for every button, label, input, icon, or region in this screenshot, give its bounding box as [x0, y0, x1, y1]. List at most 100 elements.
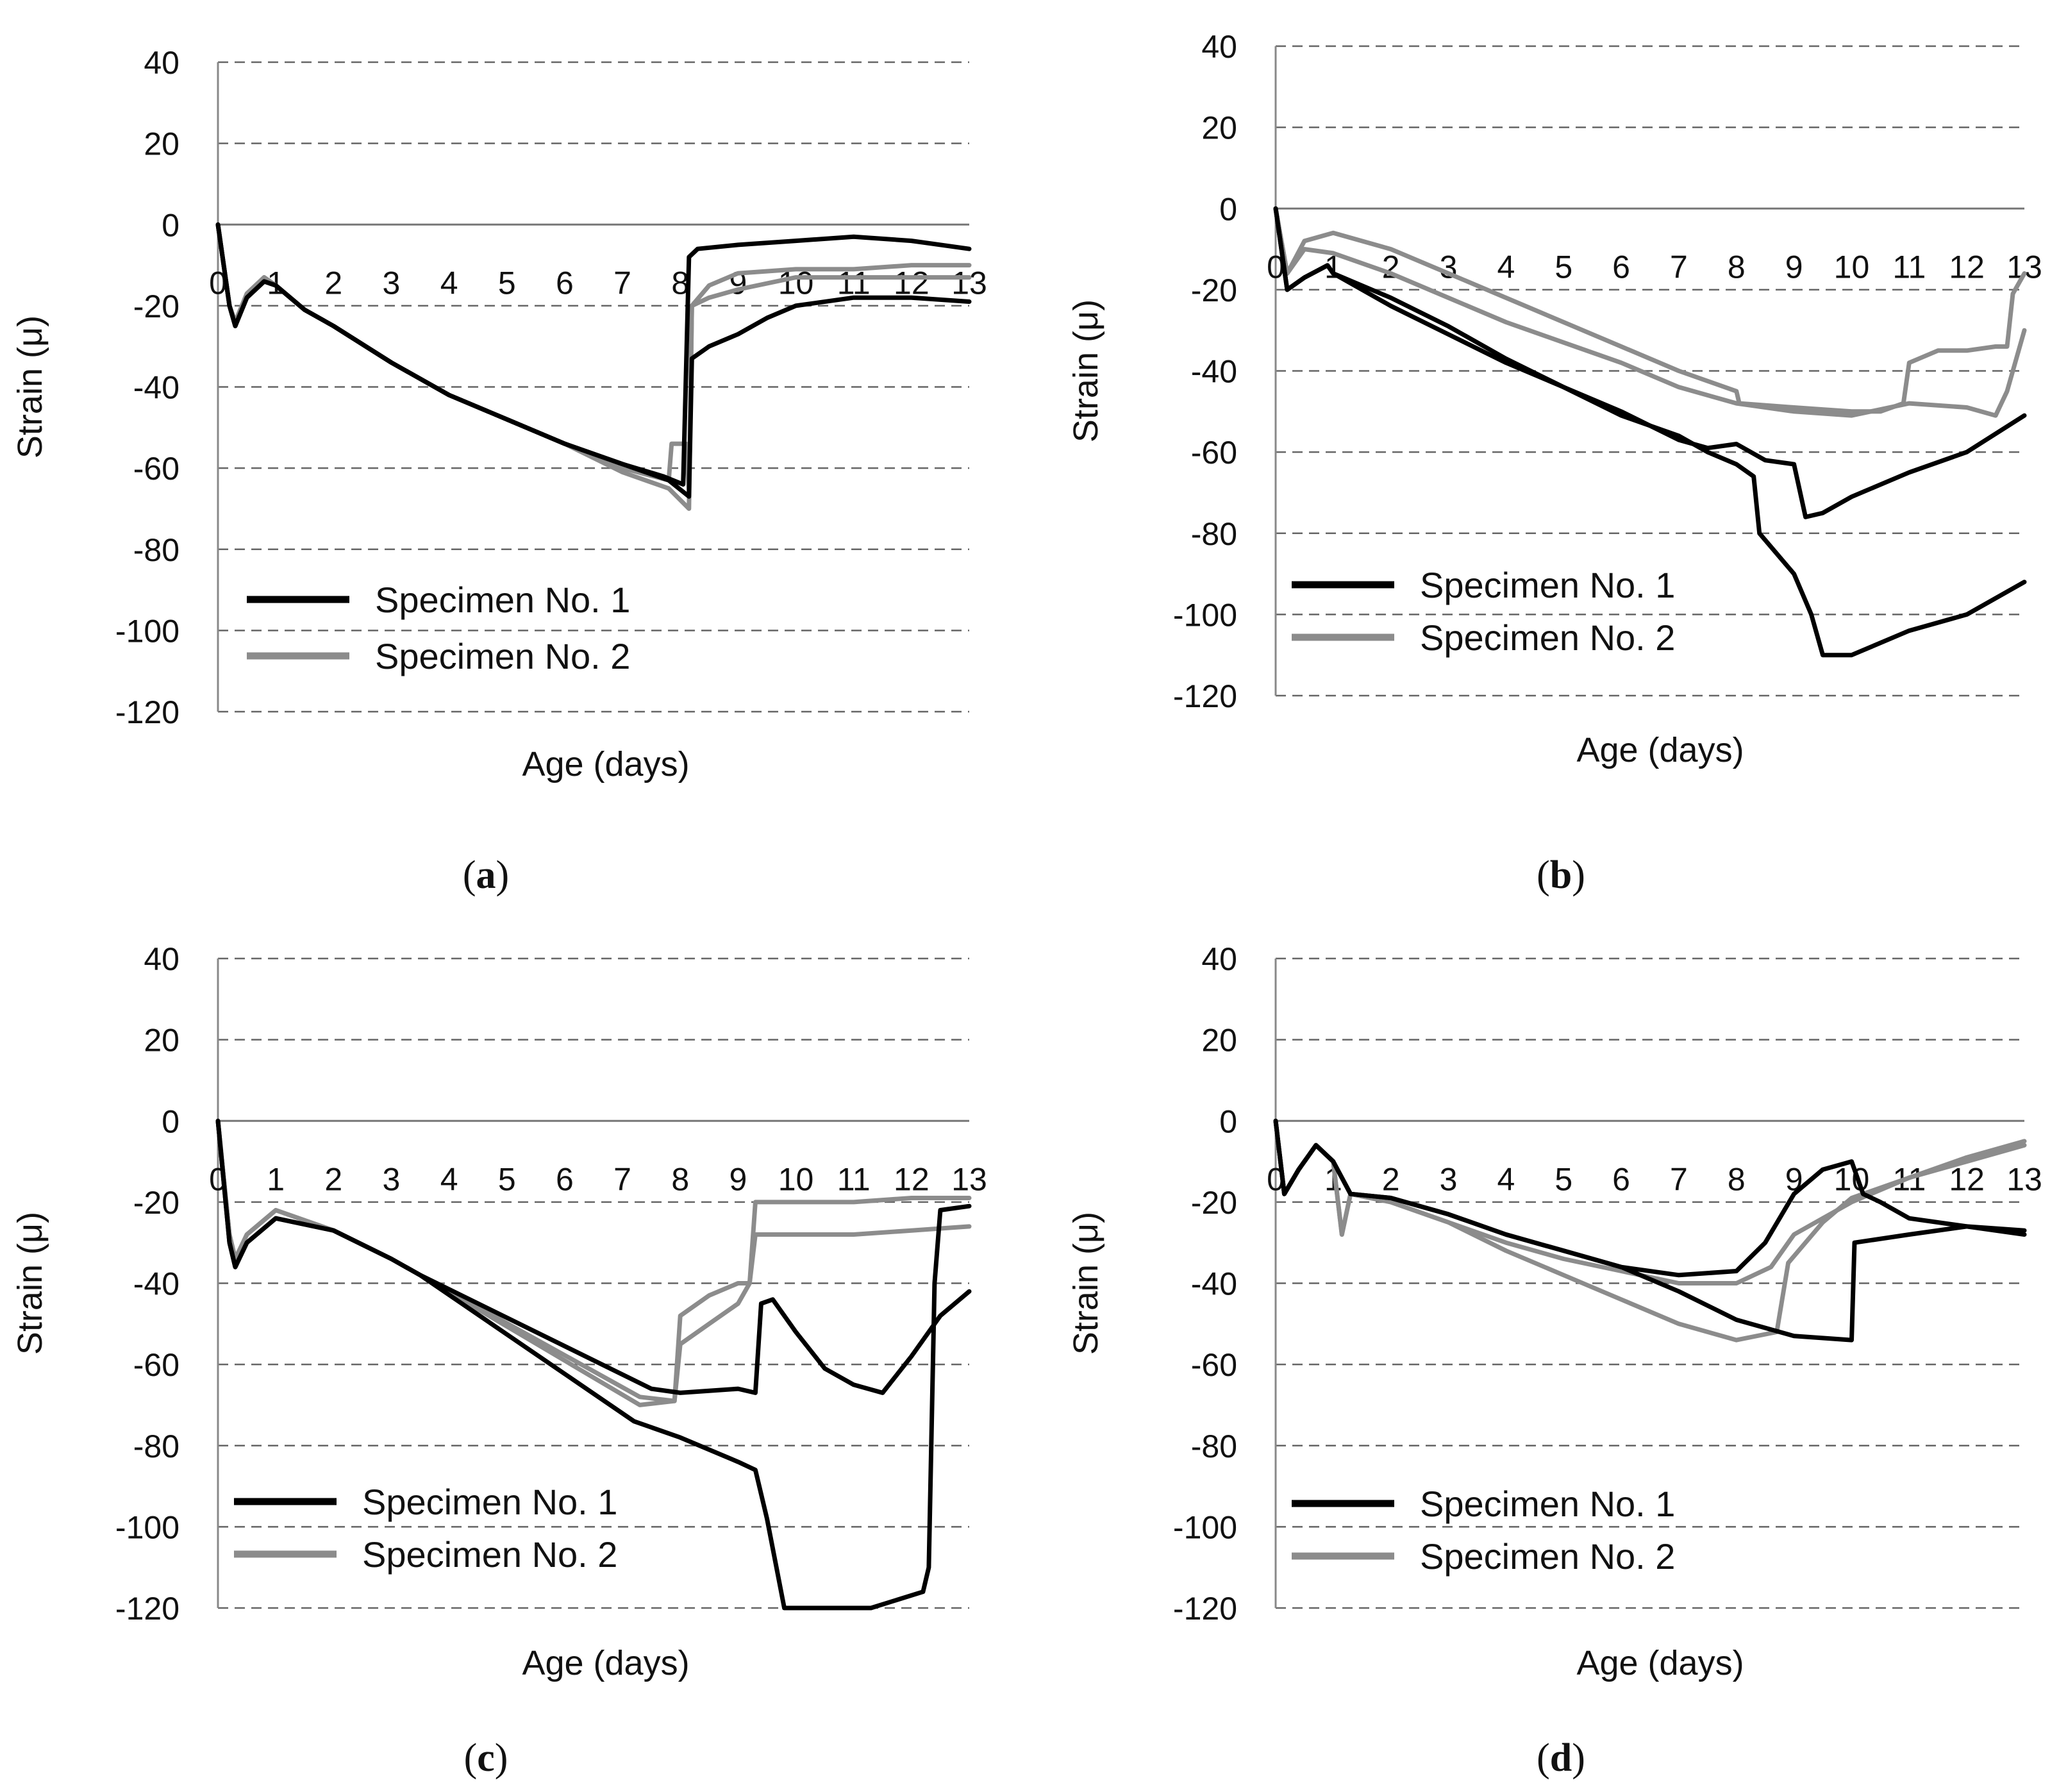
- legend-label-1: Specimen No. 1: [375, 580, 630, 620]
- y-tick-label: -20: [1191, 272, 1237, 308]
- y-tick-label: -120: [115, 694, 179, 730]
- y-tick-label: 0: [162, 1103, 179, 1139]
- y-tick-label: -40: [1191, 1266, 1237, 1302]
- x-tick-label: 2: [1382, 1161, 1400, 1197]
- y-tick-label: 0: [1219, 191, 1237, 227]
- series-line-2-curve-2: [215, 1118, 972, 1407]
- panel-caption-letter: b: [1550, 853, 1572, 897]
- y-tick-label: -120: [1173, 1591, 1237, 1627]
- x-tick-label: 4: [1497, 1161, 1515, 1197]
- series-line-1-curve-2: [1273, 206, 2027, 658]
- series-line-1-curve-1: [215, 222, 972, 487]
- y-tick-label: -40: [133, 1266, 179, 1302]
- panel-caption: (d): [1537, 1736, 1585, 1780]
- y-tick-label: -20: [133, 1185, 179, 1221]
- series-line-1-curve-2: [215, 222, 972, 499]
- x-tick-label: 2: [324, 1161, 342, 1197]
- x-tick-label: 11: [1892, 249, 1926, 285]
- x-tick-label: 13: [2006, 1161, 2042, 1197]
- x-tick-label: 2: [324, 265, 342, 301]
- x-tick-label: 4: [1497, 249, 1515, 285]
- legend-label-1: Specimen No. 1: [1420, 1484, 1675, 1524]
- x-tick-label: 13: [951, 1161, 987, 1197]
- panel-caption: (a): [463, 853, 509, 897]
- x-tick-label: 2: [1382, 249, 1400, 285]
- series-line-2-curve-1: [1273, 206, 2027, 414]
- y-tick-label: -40: [133, 370, 179, 406]
- legend-label-1: Specimen No. 1: [362, 1482, 617, 1522]
- y-tick-label: -60: [1191, 1347, 1237, 1383]
- x-tick-label: 4: [440, 265, 458, 301]
- y-tick-label: 20: [1201, 110, 1237, 146]
- y-axis-label: Strain (μ): [11, 315, 49, 458]
- y-tick-label: -40: [1191, 354, 1237, 390]
- y-tick-label: 0: [1219, 1103, 1237, 1139]
- panel-caption-letter: d: [1550, 1736, 1572, 1780]
- y-tick-label: -100: [115, 1509, 179, 1545]
- panel-caption: (b): [1537, 853, 1585, 897]
- y-tick-label: 40: [1201, 941, 1237, 977]
- x-tick-label: 12: [894, 265, 929, 301]
- y-tick-label: -60: [133, 451, 179, 487]
- x-tick-label: 8: [671, 1161, 689, 1197]
- x-tick-label: 8: [1728, 1161, 1746, 1197]
- legend-label-1: Specimen No. 1: [1420, 565, 1675, 605]
- y-tick-label: -80: [133, 1428, 179, 1464]
- x-tick-label: 8: [1728, 249, 1746, 285]
- y-tick-label: -20: [1191, 1185, 1237, 1221]
- x-tick-label: 5: [1555, 1161, 1572, 1197]
- y-tick-label: -20: [133, 289, 179, 324]
- x-tick-label: 6: [556, 1161, 574, 1197]
- y-tick-label: 20: [1201, 1023, 1237, 1059]
- x-tick-label: 9: [1785, 249, 1803, 285]
- x-tick-label: 11: [837, 1161, 871, 1197]
- x-tick-label: 3: [383, 1161, 401, 1197]
- x-tick-label: 6: [556, 265, 574, 301]
- y-axis-label: Strain (μ): [1067, 1212, 1105, 1355]
- x-tick-label: 6: [1612, 1161, 1630, 1197]
- legend-label-2: Specimen No. 2: [375, 636, 630, 676]
- x-tick-label: 4: [440, 1161, 458, 1197]
- panel-caption-letter: c: [477, 1736, 495, 1780]
- x-tick-label: 5: [1555, 249, 1572, 285]
- series-line-2-curve-2: [1273, 1118, 2027, 1343]
- x-tick-label: 3: [1440, 249, 1458, 285]
- x-tick-label: 12: [1949, 1161, 1985, 1197]
- x-tick-label: 7: [1670, 1161, 1688, 1197]
- x-tick-label: 1: [267, 1161, 285, 1197]
- y-tick-label: -80: [1191, 1428, 1237, 1464]
- legend-label-2: Specimen No. 2: [1420, 617, 1675, 658]
- x-tick-label: 10: [1834, 249, 1870, 285]
- x-tick-label: 5: [498, 1161, 516, 1197]
- x-tick-label: 9: [729, 1161, 747, 1197]
- x-tick-label: 7: [1670, 249, 1688, 285]
- x-axis-label: Age (days): [1576, 1644, 1744, 1682]
- x-tick-label: 9: [729, 265, 747, 301]
- x-tick-label: 3: [1440, 1161, 1458, 1197]
- y-tick-label: -100: [1173, 1509, 1237, 1545]
- y-tick-label: 40: [1201, 29, 1237, 65]
- x-tick-label: 7: [613, 265, 631, 301]
- y-axis-label: Strain (μ): [11, 1212, 49, 1355]
- x-tick-label: 7: [613, 1161, 631, 1197]
- x-axis-label: Age (days): [522, 745, 689, 783]
- series-line-1-curve-2: [1273, 1118, 2027, 1343]
- y-tick-label: -100: [115, 613, 179, 649]
- x-tick-label: 10: [778, 1161, 814, 1197]
- y-tick-label: -120: [115, 1591, 179, 1627]
- legend-label-2: Specimen No. 2: [1420, 1536, 1675, 1577]
- y-tick-label: 40: [144, 941, 179, 977]
- y-tick-label: 0: [162, 207, 179, 243]
- x-tick-label: 5: [498, 265, 516, 301]
- series-line-2-curve-2: [1273, 206, 2027, 418]
- y-tick-label: -60: [133, 1347, 179, 1383]
- y-tick-label: -120: [1173, 678, 1237, 714]
- x-tick-label: 12: [894, 1161, 929, 1197]
- x-tick-label: 13: [951, 265, 987, 301]
- y-axis-label: Strain (μ): [1067, 299, 1105, 442]
- panel-caption-letter: a: [476, 853, 496, 897]
